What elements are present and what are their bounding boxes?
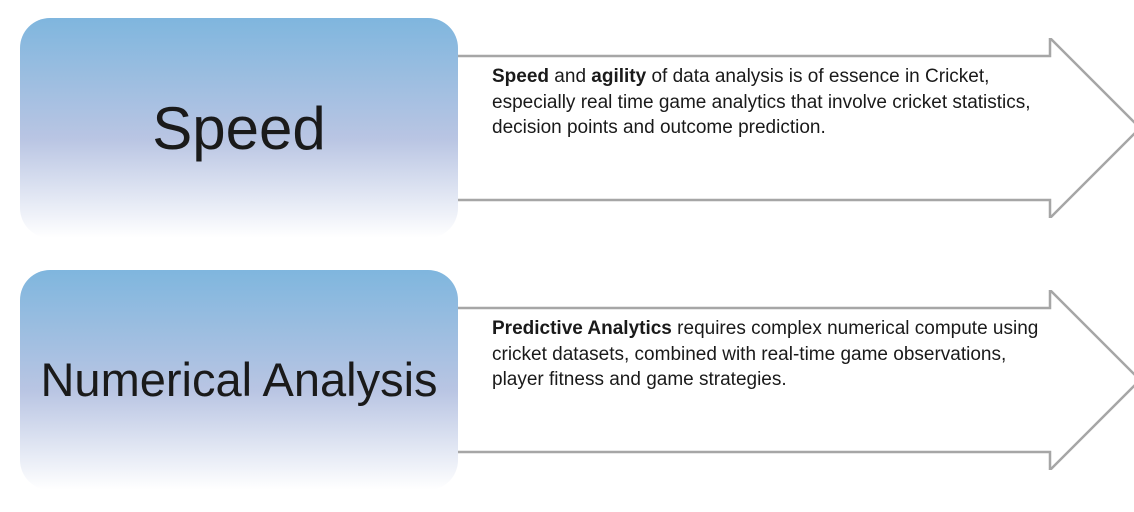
desc-bold1: Speed [492, 66, 549, 87]
desc-text-speed: Speed and agility of data analysis is of… [492, 64, 1052, 141]
desc-bold2: agility [591, 66, 646, 87]
title-box-numerical: Numerical Analysis [20, 270, 458, 490]
desc-text-numerical: Predictive Analytics requires complex nu… [492, 316, 1052, 393]
desc-mid1: and [549, 66, 591, 87]
title-text: Speed [152, 97, 326, 160]
info-row-numerical: Numerical Analysis Predictive Analytics … [20, 270, 1120, 490]
desc-bold1: Predictive Analytics [492, 318, 672, 339]
title-box-speed: Speed [20, 18, 458, 238]
info-row-speed: Speed Speed and agility of data analysis… [20, 18, 1120, 238]
title-text: Numerical Analysis [40, 355, 437, 404]
